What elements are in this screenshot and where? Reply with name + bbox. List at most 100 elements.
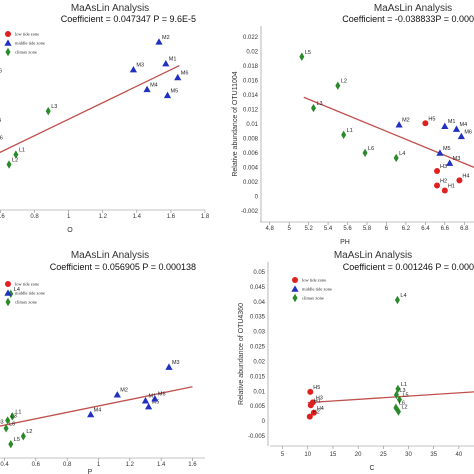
x-axis-label: P	[88, 469, 93, 474]
point-label: L2	[341, 79, 347, 85]
legend-marker	[292, 293, 298, 303]
data-point	[307, 402, 314, 409]
regression-line	[0, 386, 193, 427]
point-label: H3	[316, 395, 323, 401]
y-tick-label: 0.01	[246, 122, 258, 128]
data-point	[434, 182, 441, 189]
data-point	[335, 81, 341, 90]
x-axis-label: O	[67, 227, 73, 234]
data-point	[395, 407, 401, 416]
data-point	[422, 120, 429, 127]
x-tick-label: 1.4	[133, 214, 142, 220]
x-tick-label: 20	[355, 452, 362, 458]
x-tick-label: 1	[97, 462, 101, 468]
point-label: M6	[464, 129, 472, 135]
legend-label: low tide zone	[302, 278, 326, 283]
legend: low tide zone middle tide zone climax zone	[4, 281, 45, 307]
data-point	[155, 38, 163, 45]
point-label: M1	[148, 394, 156, 400]
point-label: H2	[313, 410, 320, 416]
point-label: M1	[448, 119, 456, 125]
legend-label: middle tide zone	[15, 41, 45, 46]
data-point	[141, 397, 150, 404]
y-tick-label: 0.03	[253, 330, 265, 336]
point-label: M2	[162, 35, 170, 41]
y-tick-label: -0.002	[241, 209, 259, 215]
x-tick-label: 1.2	[99, 214, 108, 220]
y-tick-label: -0.005	[248, 434, 266, 440]
x-tick-label: 40	[456, 452, 463, 458]
y-tick-label: 0.012	[243, 108, 259, 114]
data-point	[143, 85, 151, 93]
x-tick-label: 1.4	[157, 462, 166, 468]
data-point	[311, 103, 316, 113]
point-label: L5	[14, 437, 20, 443]
data-point	[129, 65, 138, 73]
regression-line	[0, 65, 180, 154]
point-label: L2	[26, 429, 32, 435]
legend: low tide zone middle tide zone climax zone	[291, 277, 332, 303]
x-tick-label: 0.6	[32, 462, 41, 468]
data-point	[165, 363, 173, 370]
data-point	[163, 91, 172, 99]
point-label: M4	[94, 407, 102, 413]
data-point	[306, 413, 313, 420]
data-point	[310, 409, 317, 416]
point-label: H2	[440, 178, 447, 184]
y-axis-label: Relative abundance of OTU11004	[232, 71, 239, 176]
legend-marker	[291, 285, 299, 292]
chart-subtitle: Coefficient = 0.047347 P = 9.6E-5	[61, 14, 196, 24]
chart-subtitle: Coefficient = 0.056905 P = 0.000138	[50, 262, 196, 272]
point-label: H1	[448, 184, 455, 190]
data-point	[6, 160, 12, 169]
legend-marker	[292, 277, 298, 283]
chart-title: MaAsLin Analysis	[334, 250, 412, 261]
data-point	[145, 402, 153, 410]
legend: low tide zone middle tide zone climax zone	[4, 31, 45, 57]
point-label: L6	[0, 136, 3, 142]
y-tick-label: 0.022	[243, 35, 259, 41]
point-label: M3	[453, 156, 461, 162]
y-tick-label: 0.006	[243, 151, 259, 157]
point-label: M4	[150, 82, 158, 88]
x-tick-label: 1.2	[126, 462, 135, 468]
y-tick-label: 0	[262, 419, 266, 425]
x-axis-label: PH	[340, 239, 350, 246]
legend-label: climax zone	[302, 296, 324, 301]
legend-label: climax zone	[15, 50, 37, 55]
y-tick-label: 0	[255, 194, 259, 200]
data-point	[441, 187, 448, 194]
y-tick-label: 0.05	[253, 270, 265, 276]
data-point	[307, 388, 314, 395]
data-point	[8, 289, 14, 299]
x-tick-label: 6	[385, 226, 389, 232]
y-tick-label: 0.02	[246, 50, 258, 56]
x-tick-label: 1	[67, 214, 71, 220]
x-tick-label: 5	[281, 452, 285, 458]
data-point	[393, 153, 399, 163]
legend-marker	[5, 47, 11, 57]
x-axis-label: C	[369, 465, 374, 472]
x-tick-label: 5.6	[343, 226, 352, 232]
legend-label: low tide zone	[15, 32, 39, 37]
point-label: M1	[169, 57, 177, 63]
data-point	[5, 416, 11, 425]
point-label: H6	[0, 68, 2, 74]
point-label: L3	[11, 413, 17, 419]
point-label: L5	[402, 393, 408, 399]
regression-line	[307, 391, 474, 404]
point-label: H1	[314, 398, 321, 404]
data-point	[20, 432, 26, 441]
x-tick-label: 5.4	[324, 226, 333, 232]
y-tick-label: 0.018	[243, 64, 259, 70]
point-label: L6	[9, 421, 15, 427]
data-point	[8, 439, 14, 449]
data-point	[394, 295, 400, 305]
data-point	[393, 390, 399, 400]
point-label: L3	[399, 388, 405, 394]
point-label: M2	[402, 118, 410, 124]
x-tick-label: 35	[430, 452, 437, 458]
